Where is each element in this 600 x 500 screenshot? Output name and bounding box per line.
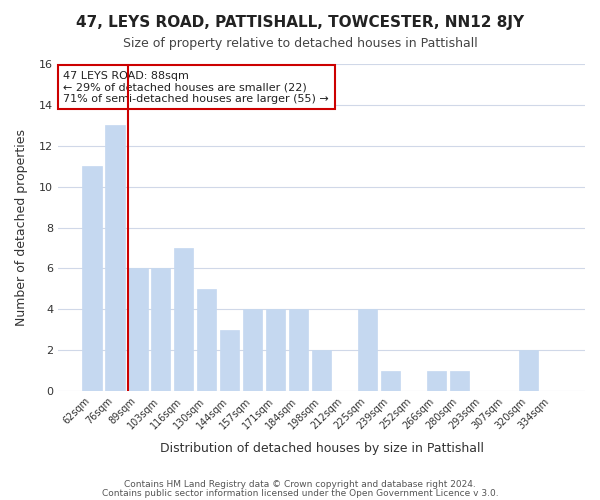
Bar	[82, 166, 101, 391]
Bar	[151, 268, 170, 391]
Bar	[381, 370, 400, 391]
Text: Contains public sector information licensed under the Open Government Licence v : Contains public sector information licen…	[101, 488, 499, 498]
Bar	[128, 268, 148, 391]
Text: 47, LEYS ROAD, PATTISHALL, TOWCESTER, NN12 8JY: 47, LEYS ROAD, PATTISHALL, TOWCESTER, NN…	[76, 15, 524, 30]
Bar	[312, 350, 331, 391]
Bar	[174, 248, 193, 391]
Bar	[289, 310, 308, 391]
Bar	[220, 330, 239, 391]
Text: Size of property relative to detached houses in Pattishall: Size of property relative to detached ho…	[122, 38, 478, 51]
Y-axis label: Number of detached properties: Number of detached properties	[15, 129, 28, 326]
Bar	[105, 126, 125, 391]
Bar	[197, 289, 217, 391]
Bar	[518, 350, 538, 391]
Bar	[427, 370, 446, 391]
Text: Contains HM Land Registry data © Crown copyright and database right 2024.: Contains HM Land Registry data © Crown c…	[124, 480, 476, 489]
Text: 47 LEYS ROAD: 88sqm
← 29% of detached houses are smaller (22)
71% of semi-detach: 47 LEYS ROAD: 88sqm ← 29% of detached ho…	[64, 70, 329, 104]
Bar	[243, 310, 262, 391]
Bar	[449, 370, 469, 391]
Bar	[266, 310, 286, 391]
X-axis label: Distribution of detached houses by size in Pattishall: Distribution of detached houses by size …	[160, 442, 484, 455]
Bar	[358, 310, 377, 391]
